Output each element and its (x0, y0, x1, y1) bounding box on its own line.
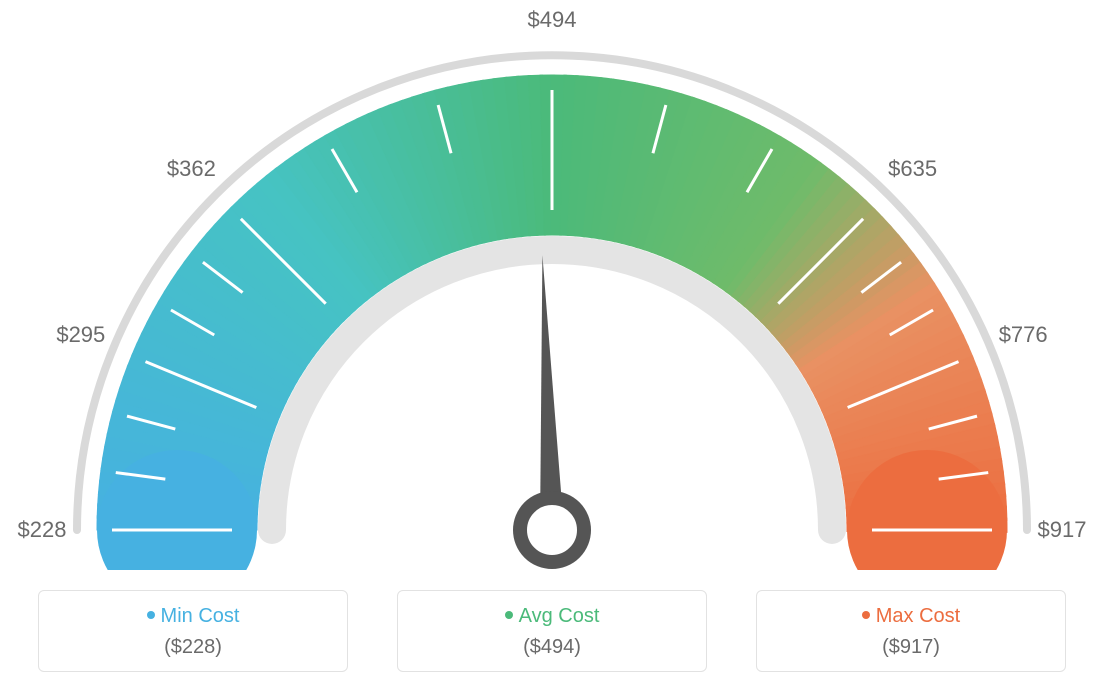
gauge-area: $228 $295 $362 $494 $635 $776 $917 (0, 0, 1104, 570)
legend-title-avg: Avg Cost (398, 605, 706, 628)
legend-row: Min Cost ($228) Avg Cost ($494) Max Cost… (0, 590, 1104, 672)
legend-title-min: Min Cost (39, 605, 347, 628)
legend-title-max: Max Cost (757, 605, 1065, 628)
tick-label: $362 (167, 156, 216, 182)
legend-label-avg: Avg Cost (519, 605, 600, 627)
legend-dot-max (862, 611, 870, 619)
legend-dot-avg (505, 611, 513, 619)
legend-value-max: ($917) (757, 636, 1065, 659)
legend-dot-min (147, 611, 155, 619)
gauge-chart-container: $228 $295 $362 $494 $635 $776 $917 Min Cost ($… (0, 0, 1104, 690)
tick-label: $917 (1038, 517, 1087, 543)
legend-value-avg: ($494) (398, 636, 706, 659)
tick-label: $776 (999, 322, 1048, 348)
tick-label: $494 (528, 7, 577, 33)
tick-label: $295 (56, 322, 105, 348)
legend-card-max: Max Cost ($917) (756, 590, 1066, 672)
gauge-svg (0, 0, 1104, 570)
tick-label: $635 (888, 156, 937, 182)
legend-label-min: Min Cost (161, 605, 240, 627)
tick-label: $228 (18, 517, 67, 543)
legend-label-max: Max Cost (876, 605, 960, 627)
legend-card-min: Min Cost ($228) (38, 590, 348, 672)
legend-value-min: ($228) (39, 636, 347, 659)
legend-card-avg: Avg Cost ($494) (397, 590, 707, 672)
